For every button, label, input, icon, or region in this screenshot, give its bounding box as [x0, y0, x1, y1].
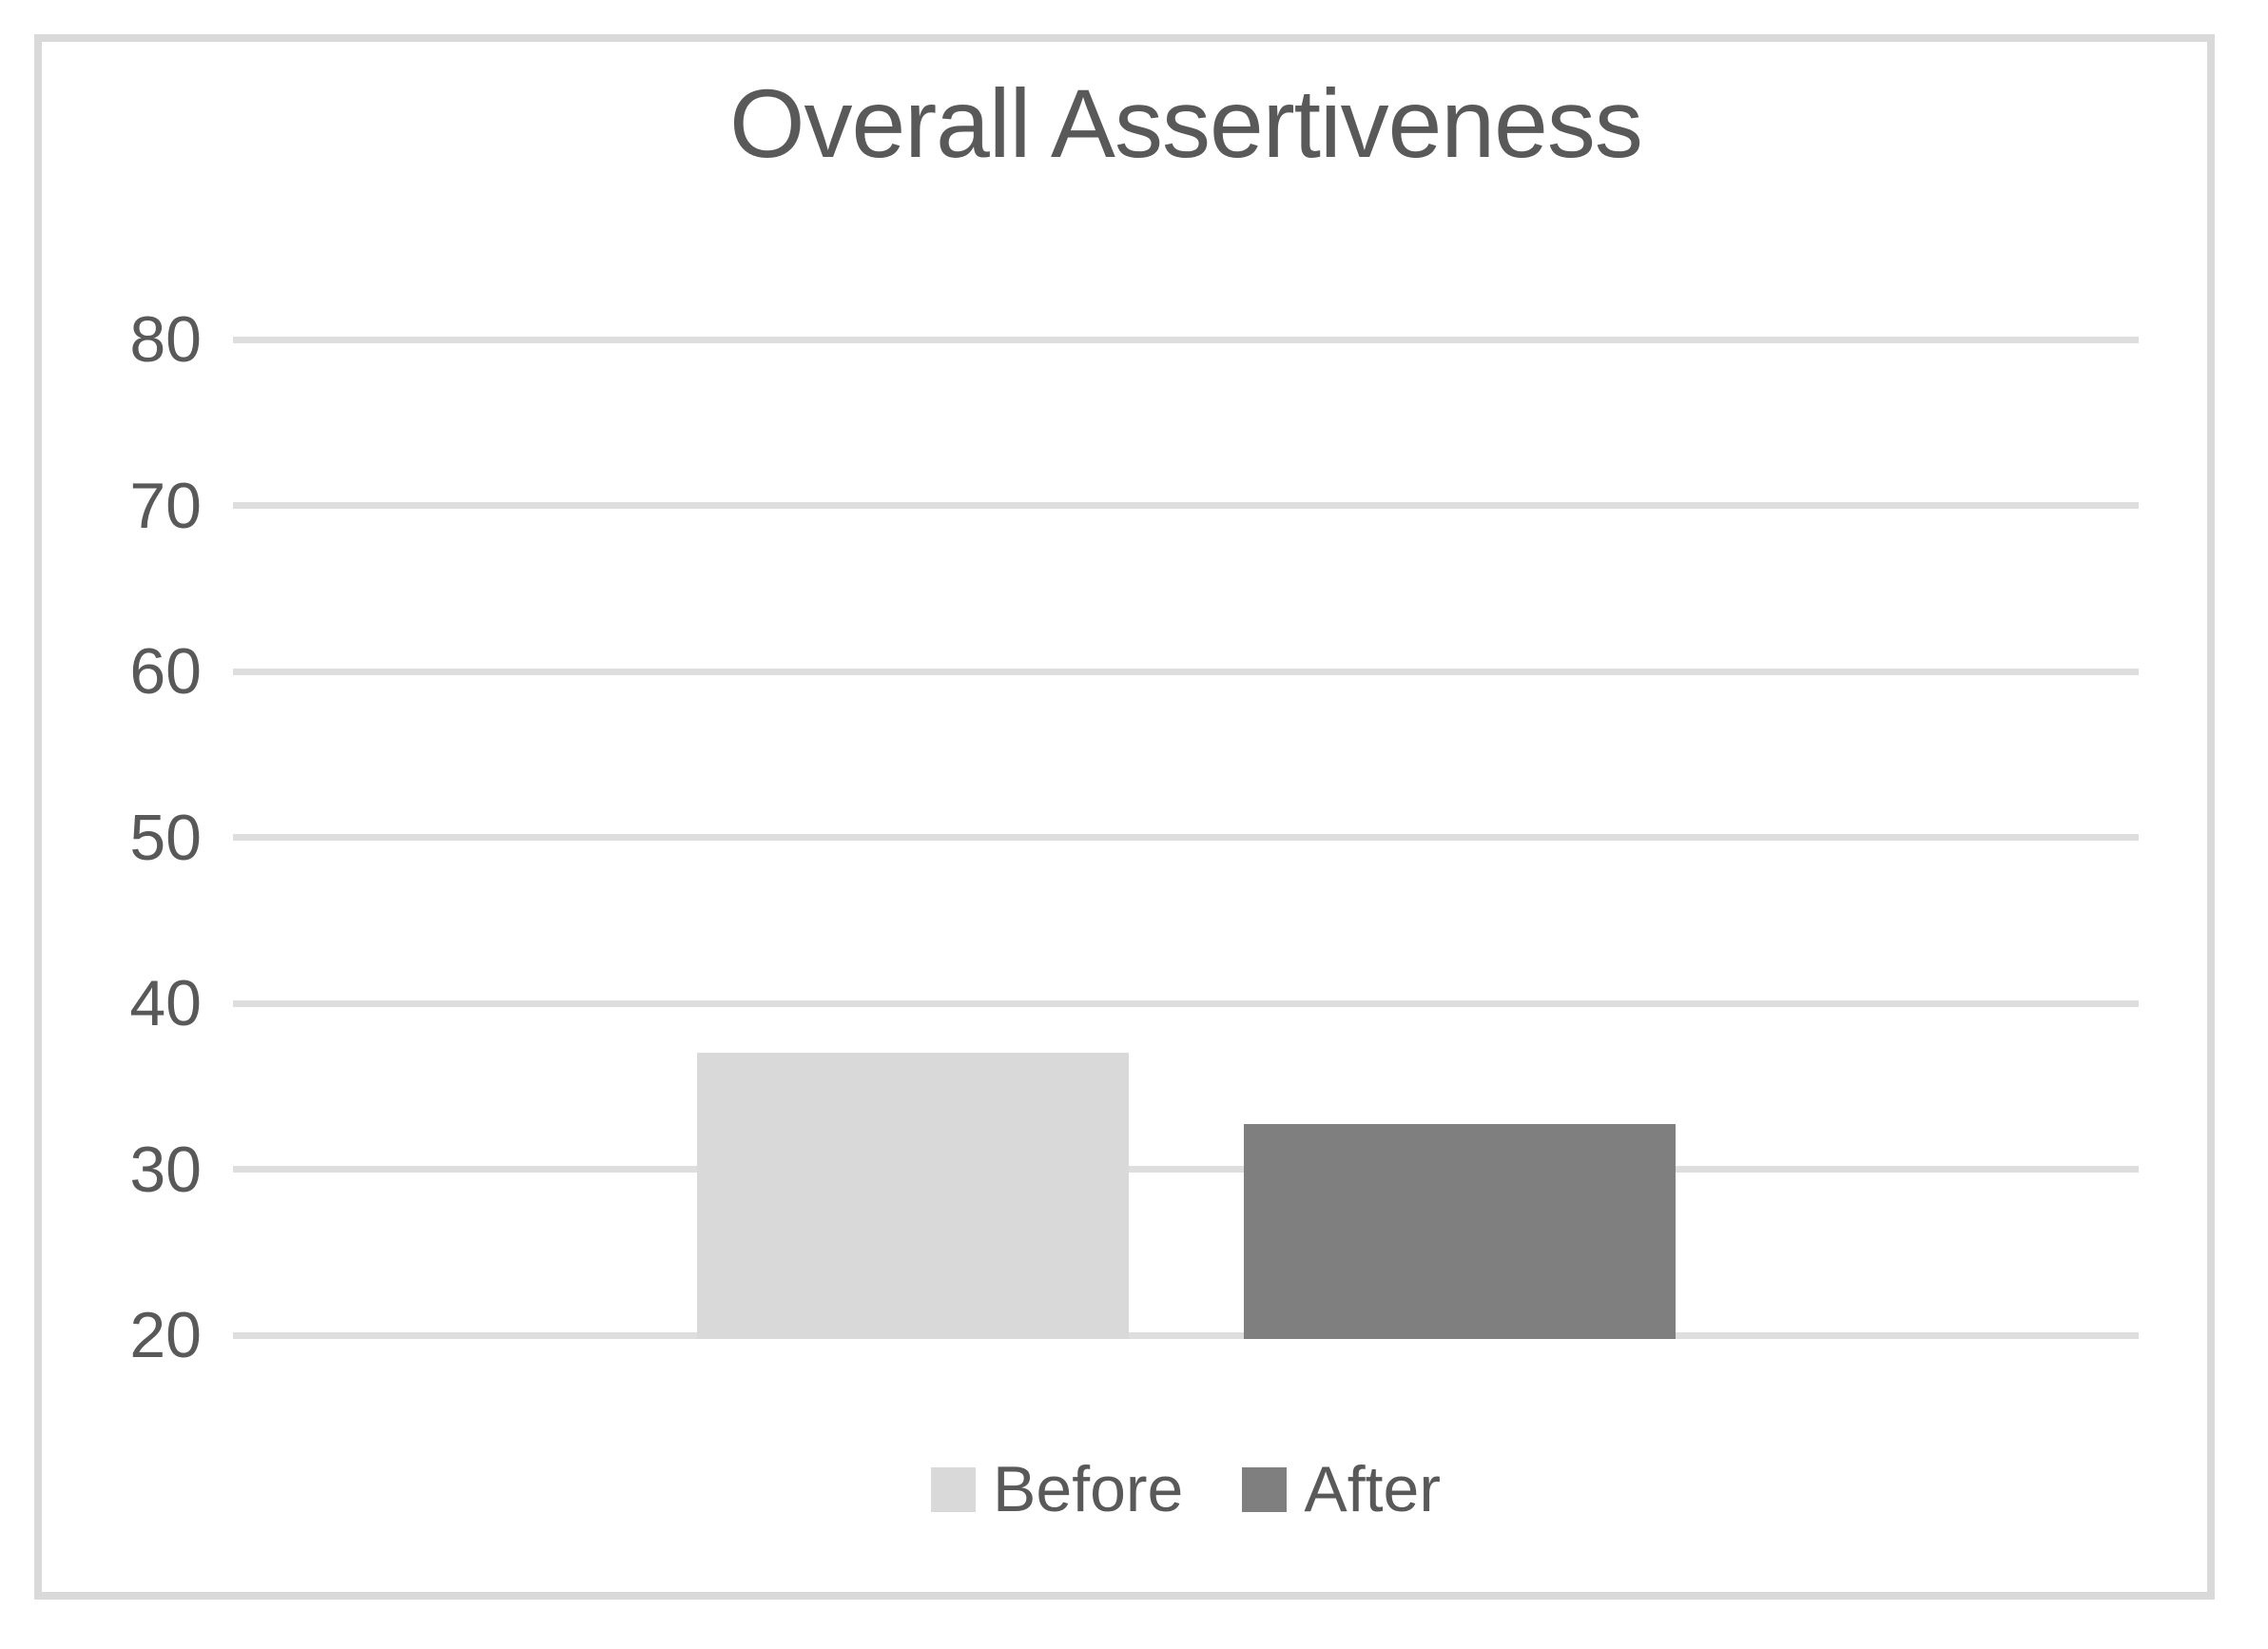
y-axis-tick-label-20: 20 [129, 1299, 202, 1371]
gridline-y-30 [233, 1166, 2139, 1173]
gridline-y-20 [233, 1331, 2139, 1339]
y-axis-tick-label-50: 50 [129, 801, 202, 874]
y-axis-tick-label-40: 40 [129, 967, 202, 1039]
legend-item-before: Before [931, 1457, 1183, 1522]
chart-title: Overall Assertiveness [729, 69, 1643, 178]
chart-border-frame [34, 34, 2215, 1600]
legend-label-after: After [1304, 1453, 1441, 1525]
y-axis-tick-label-70: 70 [129, 469, 202, 542]
y-axis-tick-label-30: 30 [129, 1133, 202, 1206]
gridline-y-60 [233, 668, 2139, 675]
y-axis-tick-label-80: 80 [129, 303, 202, 376]
gridline-y-70 [233, 502, 2139, 509]
legend: Before After [233, 1457, 2139, 1522]
gridline-y-40 [233, 999, 2139, 1007]
legend-label-before: Before [993, 1453, 1184, 1525]
bar-after [1244, 1124, 1676, 1339]
legend-swatch-after [1242, 1466, 1288, 1512]
y-axis-tick-label-60: 60 [129, 635, 202, 708]
legend-item-after: After [1242, 1457, 1441, 1522]
gridline-y-80 [233, 336, 2139, 343]
legend-swatch-before [931, 1466, 977, 1512]
gridline-y-50 [233, 834, 2139, 841]
bar-before [697, 1053, 1129, 1339]
